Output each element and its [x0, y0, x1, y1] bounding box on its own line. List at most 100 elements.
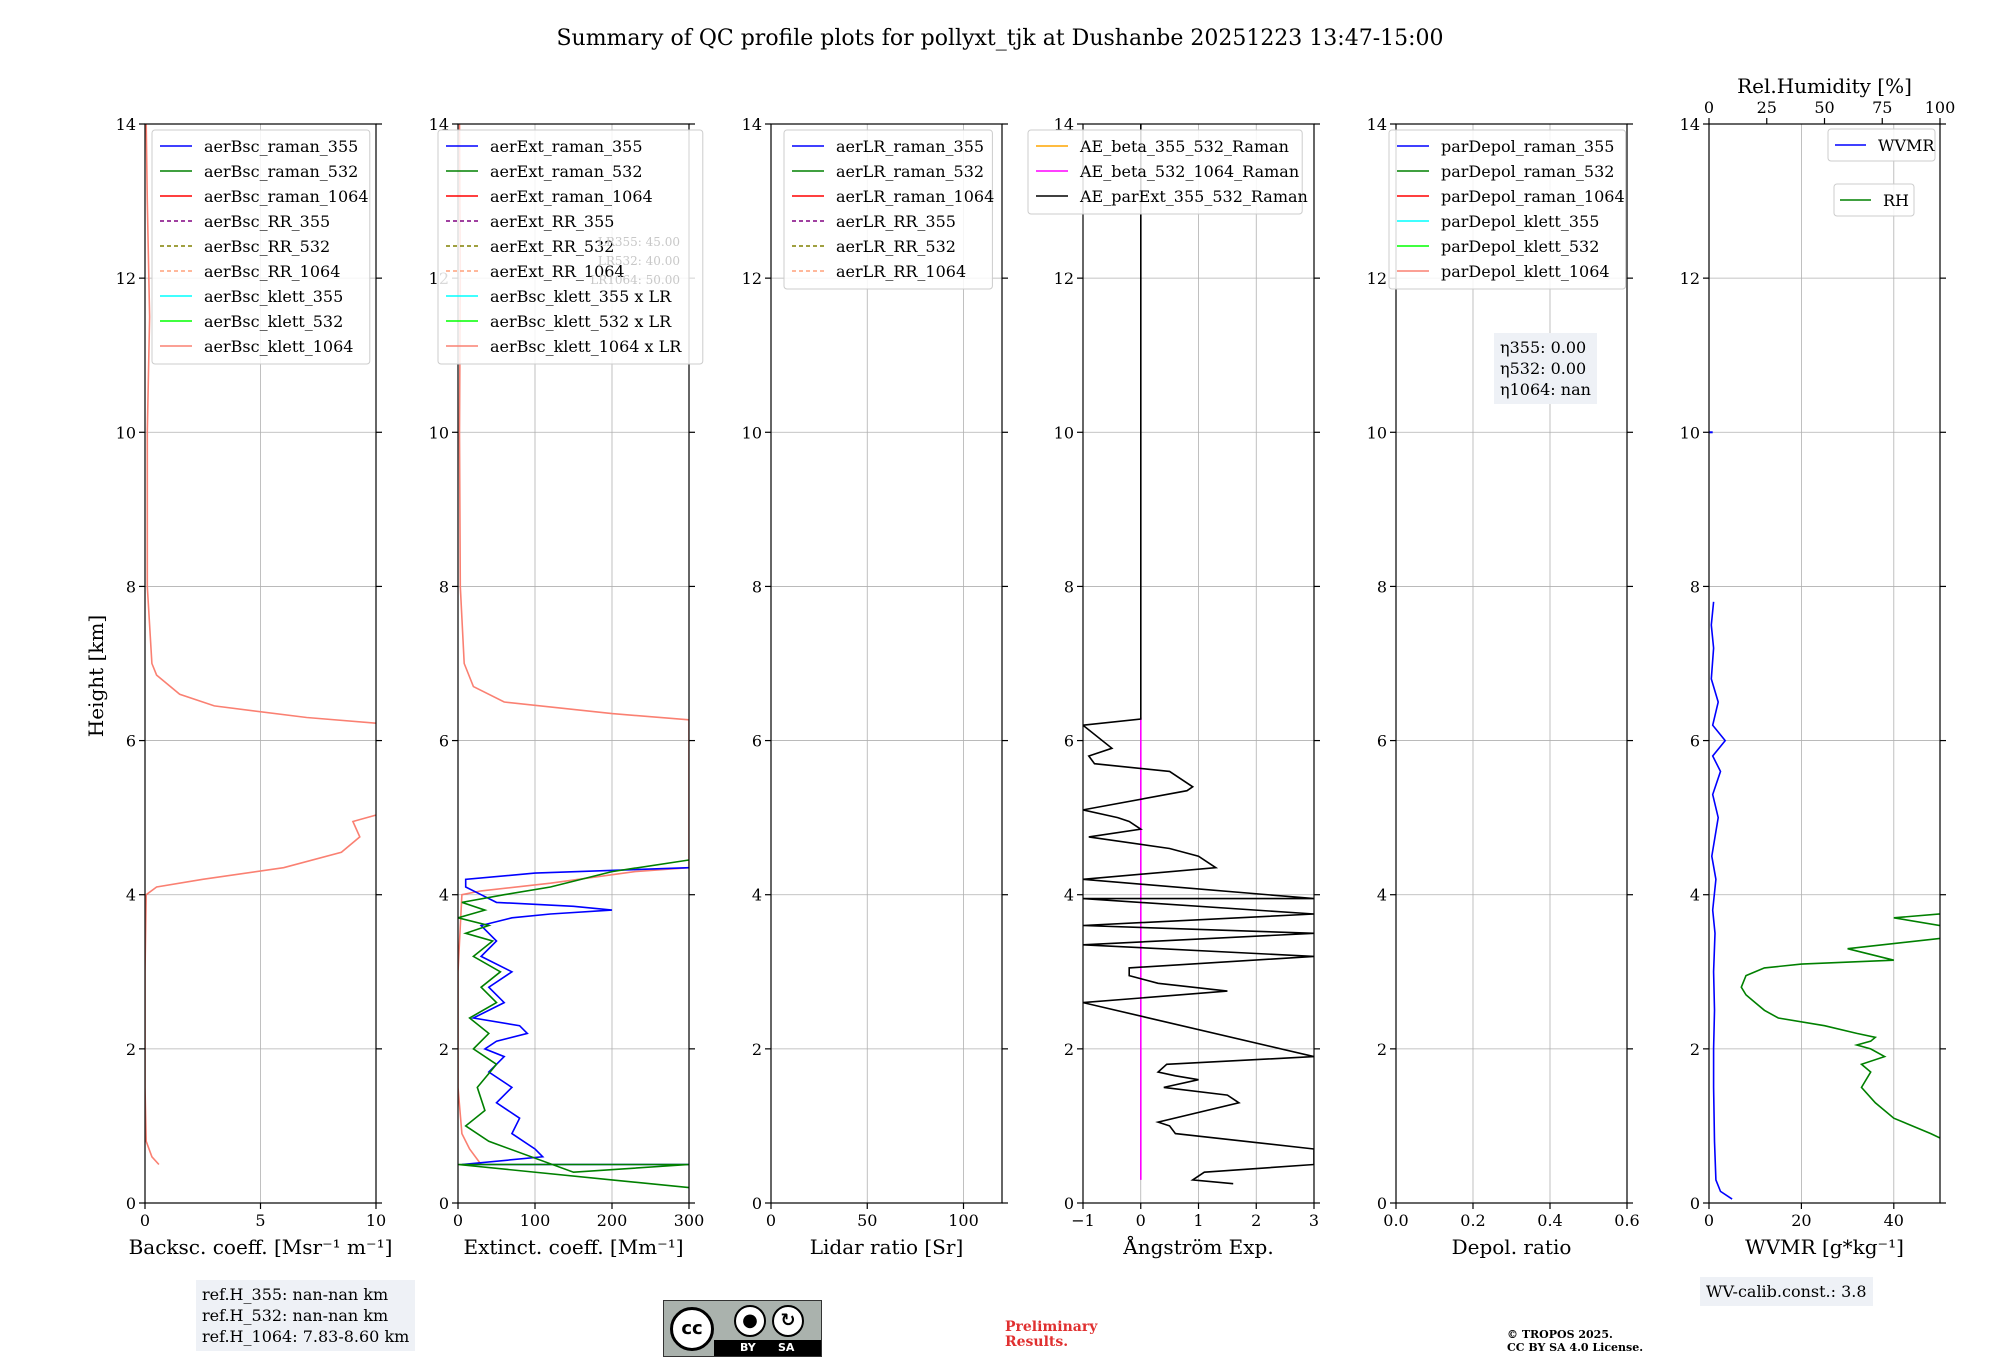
- cc-logo-icon: cc: [670, 1307, 714, 1351]
- series-group: [458, 124, 689, 1189]
- y-tick-label: 8: [1064, 577, 1074, 596]
- y-tick-label: 10: [1054, 423, 1074, 442]
- lidar-ratio-annotation: LR1064: 50.00: [590, 273, 680, 287]
- legend-label: aerBsc_RR_1064: [204, 262, 340, 281]
- legend-label: WVMR: [1878, 136, 1935, 155]
- x-tick-label: 50: [857, 1211, 877, 1230]
- legend-label: aerExt_RR_355: [490, 212, 614, 231]
- wv-calibration-box: WV-calib.const.: 3.8: [1700, 1277, 1873, 1306]
- legend-label: parDepol_raman_355: [1441, 137, 1614, 156]
- y-tick-label: 4: [439, 886, 449, 905]
- reference-height-box: ref.H_355: nan-nan km ref.H_532: nan-nan…: [196, 1280, 416, 1351]
- legend-label: aerLR_raman_532: [836, 162, 984, 181]
- x-tick-label: 0: [453, 1211, 463, 1230]
- y-tick-label: 10: [429, 423, 449, 442]
- legend-label: aerBsc_RR_355: [204, 212, 330, 231]
- copyright-line-1: © TROPOS 2025.: [1507, 1328, 1613, 1341]
- cc-label-strip: BY SA: [714, 1340, 821, 1356]
- y-tick-label: 6: [439, 732, 449, 751]
- y-tick-label: 14: [116, 115, 136, 134]
- y-tick-label: 14: [742, 115, 762, 134]
- x-tick-label: 3: [1309, 1211, 1319, 1230]
- series-aerExt_raman_355: [461, 866, 689, 1166]
- legend-frame: [151, 129, 371, 365]
- x-tick-label: 0: [140, 1211, 150, 1230]
- x-tick-label: 0: [1704, 1211, 1714, 1230]
- preliminary-results-note: Preliminary Results.: [1005, 1320, 1097, 1350]
- legend-lr: aerLR_raman_355 aerLR_raman_532 aerLR_rama…: [783, 129, 994, 290]
- top-x-tick-label: 0: [1704, 98, 1714, 117]
- legend-label: aerLR_RR_355: [836, 212, 956, 231]
- y-tick-label: 8: [1377, 577, 1387, 596]
- top-x-tick-label: 50: [1814, 98, 1834, 117]
- panel-lr: 0 2 4 6 8 10 12 14 0 50 100 Lidar ratio [Sr] aerLR_r…: [742, 115, 1008, 1259]
- y-tick-label: 0: [1690, 1194, 1700, 1213]
- y-tick-label: 8: [752, 577, 762, 596]
- preliminary-line-2: Results.: [1005, 1334, 1069, 1350]
- top-axis-label: Rel.Humidity [%]: [1737, 74, 1912, 98]
- legend-label: aerExt_RR_1064: [490, 262, 625, 281]
- y-tick-label: 4: [1377, 886, 1387, 905]
- y-tick-label: 6: [1064, 732, 1074, 751]
- legend-label: RH: [1883, 191, 1909, 210]
- y-tick-label: 10: [1680, 423, 1700, 442]
- y-tick-label: 14: [1680, 115, 1700, 134]
- lidar-ratio-annotation: LR355: 45.00: [598, 235, 680, 249]
- y-tick-label: 0: [439, 1194, 449, 1213]
- eta-box: η355: 0.00 η532: 0.00 η1064: nan: [1494, 333, 1597, 404]
- series-aerExt_raman_532: [458, 859, 689, 1189]
- legend-frame: [783, 129, 993, 290]
- y-tick-label: 10: [1367, 423, 1387, 442]
- refH-355: ref.H_355: nan-nan km: [202, 1285, 389, 1304]
- legend-label: aerBsc_klett_532 x LR: [490, 312, 672, 331]
- y-tick-label: 14: [429, 115, 449, 134]
- legend-label: aerBsc_raman_532: [204, 162, 358, 181]
- x-tick-label: 5: [255, 1211, 265, 1230]
- eta-355: η355: 0.00: [1500, 338, 1587, 357]
- y-tick-label: 12: [1367, 269, 1387, 288]
- series-aerBsc_klett_1064 x LR: [458, 124, 689, 1165]
- cc-sa-label: SA: [778, 1341, 795, 1354]
- legend-label: parDepol_klett_532: [1441, 237, 1599, 256]
- axes-frame: [770, 123, 1003, 1204]
- axes-frame: [457, 123, 690, 1204]
- lidar-ratio-annotation: LR532: 40.00: [598, 254, 680, 268]
- y-axis-label: Height [km]: [84, 615, 108, 737]
- legend-label: parDepol_raman_1064: [1441, 187, 1625, 206]
- legend-bsc: aerBsc_raman_355 aerBsc_raman_532 aerBsc_r…: [151, 129, 371, 365]
- top-x-tick-label: 25: [1757, 98, 1777, 117]
- refH-532: ref.H_532: nan-nan km: [202, 1306, 389, 1325]
- axes-frame: [1395, 123, 1628, 1204]
- y-tick-label: 6: [1377, 732, 1387, 751]
- x-tick-label: 300: [674, 1211, 705, 1230]
- y-tick-label: 2: [752, 1040, 762, 1059]
- panel-ext: 024681012140100200300Extinct. coeff. [Mm…: [429, 115, 705, 1259]
- y-tick-label: 14: [1367, 115, 1387, 134]
- legend-frame: [1027, 129, 1303, 215]
- y-tick-label: 12: [116, 269, 136, 288]
- x-tick-label: 0.6: [1614, 1211, 1639, 1230]
- top-x-tick-label: 100: [1925, 98, 1956, 117]
- legend-label: parDepol_klett_355: [1441, 212, 1599, 231]
- y-tick-label: 0: [1377, 1194, 1387, 1213]
- series-group: [145, 124, 376, 1166]
- x-axis-label: Backsc. coeff. [Msr⁻¹ m⁻¹]: [129, 1235, 393, 1259]
- legend-wvmr: WVMR: [1827, 128, 1936, 162]
- y-tick-label: 4: [1690, 886, 1700, 905]
- legend-label: aerBsc_RR_532: [204, 237, 330, 256]
- series-AE_parExt_355_532_Raman: [1083, 124, 1314, 1185]
- legend-label: aerBsc_klett_532: [204, 312, 343, 331]
- x-tick-label: 200: [597, 1211, 628, 1230]
- preliminary-line-1: Preliminary: [1005, 1319, 1098, 1335]
- legend-frame: [1827, 128, 1936, 162]
- y-tick-label: 2: [1377, 1040, 1387, 1059]
- legend-label: aerLR_raman_355: [836, 137, 984, 156]
- copyright-note: © TROPOS 2025. CC BY SA 4.0 License.: [1507, 1328, 1643, 1354]
- legend-label: parDepol_raman_532: [1441, 162, 1614, 181]
- x-tick-label: 1: [1193, 1211, 1203, 1230]
- x-axis-label: Extinct. coeff. [Mm⁻¹]: [463, 1235, 683, 1259]
- attribution-person-icon: ●: [734, 1305, 766, 1337]
- series-WVMR: [1710, 601, 1733, 1200]
- x-tick-label: 40: [1884, 1211, 1904, 1230]
